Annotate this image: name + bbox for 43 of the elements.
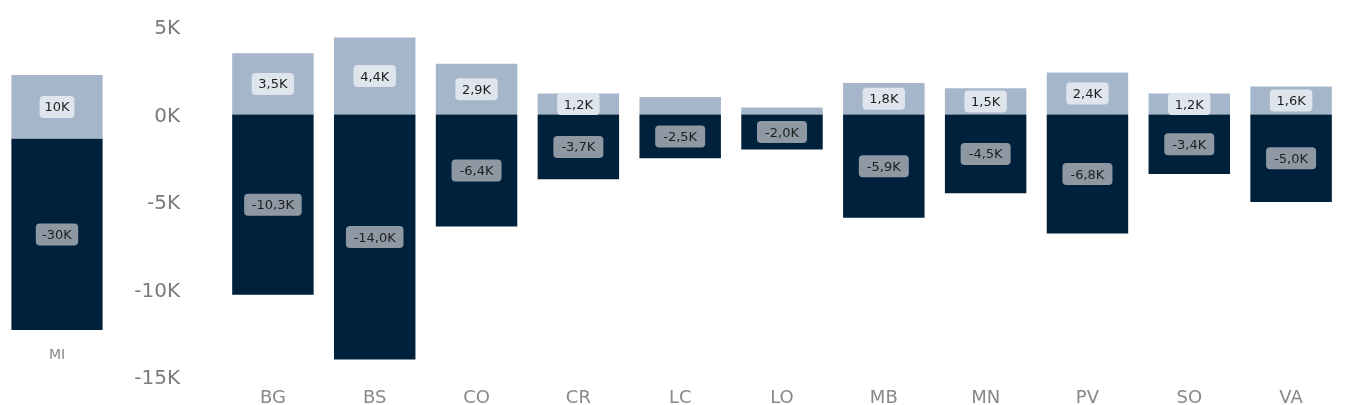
y-tick-label: 5K	[154, 15, 181, 39]
data-label: -6,8K	[1070, 166, 1105, 182]
data-label: 1,6K	[1276, 93, 1307, 109]
x-tick-label: CR	[565, 386, 591, 405]
data-label: -10,3K	[251, 197, 295, 213]
bar	[334, 114, 416, 360]
x-tick-label: CO	[463, 386, 490, 405]
data-label: 2,4K	[1072, 86, 1103, 102]
data-label: 1,8K	[869, 91, 899, 107]
data-label: -2,0K	[765, 124, 800, 140]
data-label: 2,9K	[461, 81, 492, 97]
data-label: 1,5K	[971, 93, 1001, 109]
data-label: -30K	[42, 226, 73, 242]
data-label: -2,5K	[663, 128, 698, 144]
data-label: -4,5K	[968, 146, 1004, 162]
y-tick-label: -10K	[134, 277, 181, 302]
x-tick-label: VA	[1279, 386, 1304, 405]
x-tick-label: LC	[668, 386, 692, 405]
x-tick-label: SO	[1176, 386, 1203, 405]
y-tick-label: -15K	[134, 365, 181, 389]
bar	[232, 114, 314, 295]
data-label: -6,4K	[459, 163, 494, 179]
y-tick-label: -5K	[146, 190, 181, 214]
x-tick-label: MI	[48, 345, 66, 362]
data-label: -5,0K	[1274, 150, 1309, 166]
bar	[639, 97, 721, 115]
data-label: 4,4K	[360, 68, 390, 84]
data-label: 10K	[44, 99, 70, 115]
data-label: 1,2K	[1174, 96, 1205, 112]
x-tick-label: PV	[1075, 386, 1100, 405]
data-label: 3,5K	[258, 76, 288, 92]
data-label: -3,7K	[561, 139, 596, 155]
data-label: -5,9K	[866, 158, 902, 174]
bar	[741, 107, 823, 115]
x-tick-label: BG	[259, 386, 286, 405]
x-tick-label: MN	[971, 386, 1001, 405]
data-label: 1,2K	[563, 96, 594, 112]
data-label: -3,4K	[1172, 136, 1207, 152]
data-label: -14,0K	[353, 229, 397, 245]
x-tick-label: BS	[362, 386, 387, 405]
x-tick-label: MB	[869, 386, 898, 405]
y-tick-label: 0K	[154, 102, 181, 127]
x-tick-label: LO	[770, 386, 794, 405]
